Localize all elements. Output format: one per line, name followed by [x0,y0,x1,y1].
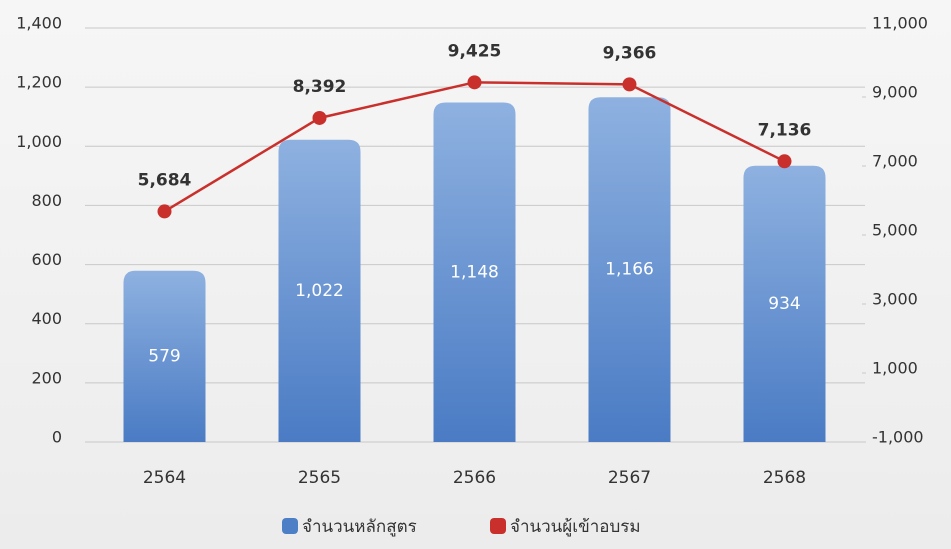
bar [743,165,826,442]
y2-tick-label: 1,000 [872,359,918,378]
line-value-label: 8,392 [293,77,347,97]
y2-tick-label: -1,000 [872,428,924,447]
line-value-label: 7,136 [758,120,812,140]
line-marker [467,75,482,90]
bar [278,139,361,442]
y-tick-label: 1,400 [16,14,62,33]
y-tick-label: 800 [31,191,62,210]
legend-swatch [282,518,298,534]
y2-tick-label: 3,000 [872,290,918,309]
x-tick-label: 2565 [298,468,341,488]
y2-tick-label: 9,000 [872,83,918,102]
y2-tick-label: 11,000 [872,14,928,33]
line-value-label: 9,366 [603,43,657,63]
y-tick-label: 0 [52,428,62,447]
bar-value-label: 1,166 [605,260,654,280]
line-marker [777,154,792,169]
bar-value-label: 1,148 [450,262,499,282]
legend-label: จำนวนหลักสูตร [302,517,417,537]
bar [588,97,671,442]
line-value-label: 9,425 [448,41,502,61]
line-marker [312,110,327,125]
x-tick-label: 2566 [453,468,496,488]
bar-value-label: 1,022 [295,281,344,301]
x-tick-label: 2564 [143,468,186,488]
bar [123,270,206,442]
x-tick-label: 2567 [608,468,651,488]
bar-value-label: 934 [768,294,800,314]
y-tick-label: 600 [31,250,62,269]
line-marker [622,77,637,92]
bar [433,102,516,443]
y-tick-label: 200 [31,368,62,387]
y-tick-label: 1,000 [16,132,62,151]
x-tick-label: 2568 [763,468,806,488]
legend-swatch [490,518,506,534]
legend-label: จำนวนผู้เข้าอบรม [510,517,641,537]
line-value-label: 5,684 [138,170,192,190]
y-tick-label: 400 [31,309,62,328]
y2-tick-label: 5,000 [872,221,918,240]
y-tick-label: 1,200 [16,73,62,92]
bar-value-label: 579 [148,346,180,366]
line-marker [157,204,172,219]
y2-tick-label: 7,000 [872,152,918,171]
